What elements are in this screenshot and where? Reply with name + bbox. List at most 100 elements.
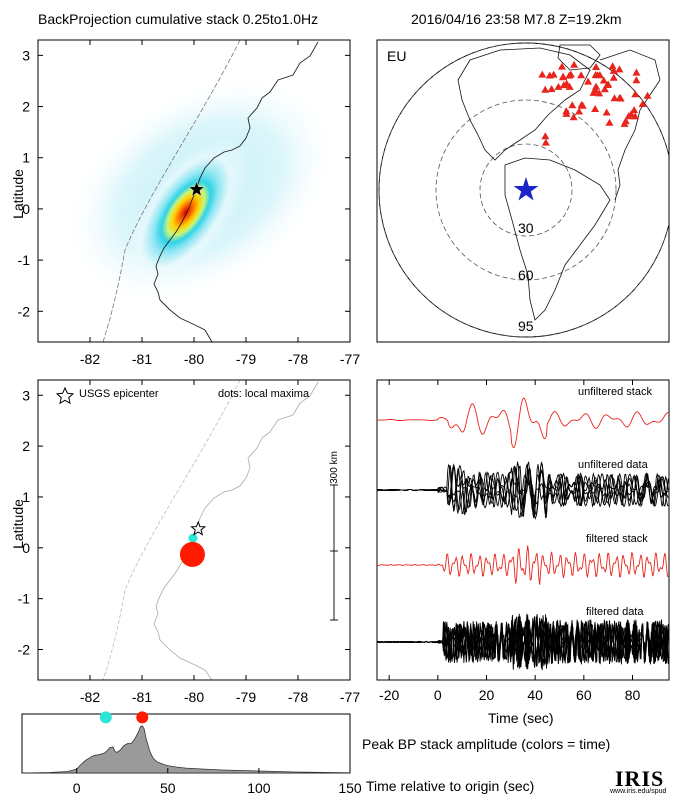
x-tick-label: -79 <box>236 351 256 367</box>
scale-bar-label: 300 km <box>328 451 340 484</box>
globe-frame <box>376 39 670 343</box>
station-triangle-icon <box>608 62 617 70</box>
chart-title: BackProjection cumulative stack 0.25to1.… <box>38 11 319 27</box>
x-tick-label: 100 <box>247 780 271 796</box>
heat-core <box>137 151 235 273</box>
station-triangle-icon <box>562 79 571 87</box>
epicenter-star-icon <box>188 180 205 197</box>
station-triangle-icon <box>538 70 547 78</box>
x-tick-label: -80 <box>184 351 204 367</box>
trace-lines <box>376 397 669 671</box>
x-tick-label: -77 <box>340 351 360 367</box>
stf-panel: 0 50 100 150 <box>21 711 362 796</box>
station-triangle-icon <box>592 63 601 71</box>
stf-title: Peak BP stack amplitude (colors = time) <box>362 736 611 752</box>
station-triangle-icon <box>631 112 640 120</box>
legend-dots-label: dots: local maxima <box>218 388 310 400</box>
event-info: 2016/04/16 23:58 M7.8 Z=19.2km <box>411 11 622 27</box>
station-triangle-icon <box>599 76 608 84</box>
station-triangle-icon <box>632 76 641 84</box>
iris-logo-url: www.iris.edu/spud <box>610 788 667 795</box>
y-tick-label: 3 <box>22 387 30 403</box>
ring-60 <box>435 99 617 281</box>
station-triangle-icon <box>559 73 568 81</box>
station-triangle-icon <box>631 90 640 98</box>
x-tick-label: -20 <box>379 687 399 703</box>
x-tick-label: -77 <box>340 689 360 705</box>
station-triangle-icon <box>545 71 554 79</box>
station-triangle-icon <box>615 65 624 73</box>
station-triangle-icon <box>591 104 600 112</box>
y-tick-label: 1 <box>22 489 30 505</box>
station-triangle-icon <box>615 93 624 101</box>
stf-frame <box>21 713 351 774</box>
station-triangle-icon <box>577 71 586 79</box>
ring-label-95: 95 <box>518 318 534 334</box>
trace-unfiltered-stack <box>377 397 669 449</box>
station-triangle-icon <box>562 109 571 117</box>
stf-axis-ticks: 0 50 100 150 <box>73 768 362 796</box>
ring-label-30: 30 <box>518 220 534 236</box>
station-triangle-icon <box>627 110 636 118</box>
station-triangle-icon <box>577 100 586 108</box>
station-triangle-icon <box>593 71 602 79</box>
maxima-axis-ticks: -82 -81 -80 -79 -78 -77 3 2 1 0 -1 -2 <box>18 380 360 705</box>
station-triangle-icon <box>643 91 652 99</box>
x-tick-label: 50 <box>160 780 176 796</box>
x-tick-label: -78 <box>288 351 308 367</box>
x-tick-label: -82 <box>80 689 100 705</box>
x-tick-label: 0 <box>434 687 442 703</box>
x-tick-label: 20 <box>479 687 495 703</box>
station-triangle-icon <box>600 85 609 93</box>
x-tick-label: -81 <box>132 689 152 705</box>
y-tick-label: -2 <box>18 303 31 319</box>
station-triangle-icon <box>605 118 614 126</box>
local-maximum-dot-red <box>179 541 205 567</box>
station-triangle-icon <box>638 99 647 107</box>
local-maximum-dot-cyan <box>188 533 198 543</box>
station-triangle-icon <box>557 62 566 70</box>
station-triangle-icon <box>632 68 641 76</box>
y-tick-label: 3 <box>22 47 30 63</box>
x-tick-label: 80 <box>625 687 641 703</box>
maxima-frame <box>37 379 351 681</box>
station-triangle-icon <box>620 119 629 127</box>
ring-30 <box>479 143 573 237</box>
x-tick-label: -79 <box>236 689 256 705</box>
trace-label-unfiltered-data: unfiltered data <box>578 459 648 471</box>
iris-logo: IRIS <box>615 766 665 791</box>
y-tick-label: -1 <box>18 591 31 607</box>
station-globe-panel <box>376 39 670 343</box>
ring-95 <box>378 42 669 338</box>
x-tick-label: 40 <box>527 687 543 703</box>
station-triangle-icon <box>595 89 604 97</box>
trace-filtered-data <box>376 614 669 668</box>
x-tick-label: 0 <box>73 780 81 796</box>
station-triangle-icon <box>630 106 639 114</box>
trace-xlabel: Time (sec) <box>488 710 554 726</box>
station-triangle-icon <box>568 101 577 109</box>
scale-bar <box>330 484 338 621</box>
land-south-america <box>504 157 611 321</box>
trace-label-filtered-stack: filtered stack <box>586 533 648 545</box>
ring-label-60: 60 <box>518 267 534 283</box>
y-tick-label: 2 <box>22 99 30 115</box>
trace-filtered-stack <box>376 545 669 585</box>
map-ylabel: Latitude <box>9 169 26 219</box>
station-triangles <box>538 60 652 146</box>
station-triangle-icon <box>541 132 550 140</box>
stf-peak-dots <box>99 711 149 724</box>
land-europe-africa <box>599 49 661 201</box>
epicenter-star-outline-icon <box>190 520 207 536</box>
x-tick-label: 150 <box>338 780 362 796</box>
station-triangle-icon <box>541 138 550 146</box>
globe-region-label: EU <box>387 48 407 64</box>
y-tick-label: 1 <box>22 150 30 166</box>
maxima-ylabel: Latitude <box>9 499 26 549</box>
station-triangle-icon <box>592 82 601 90</box>
x-tick-label: -82 <box>80 351 100 367</box>
backprojection-map-panel: -82 -81 -80 -79 -78 -77 3 2 1 0 -1 -2 <box>18 39 360 367</box>
station-triangle-icon <box>569 113 578 121</box>
local-maxima-dots <box>179 533 205 567</box>
y-tick-label: 2 <box>22 438 30 454</box>
